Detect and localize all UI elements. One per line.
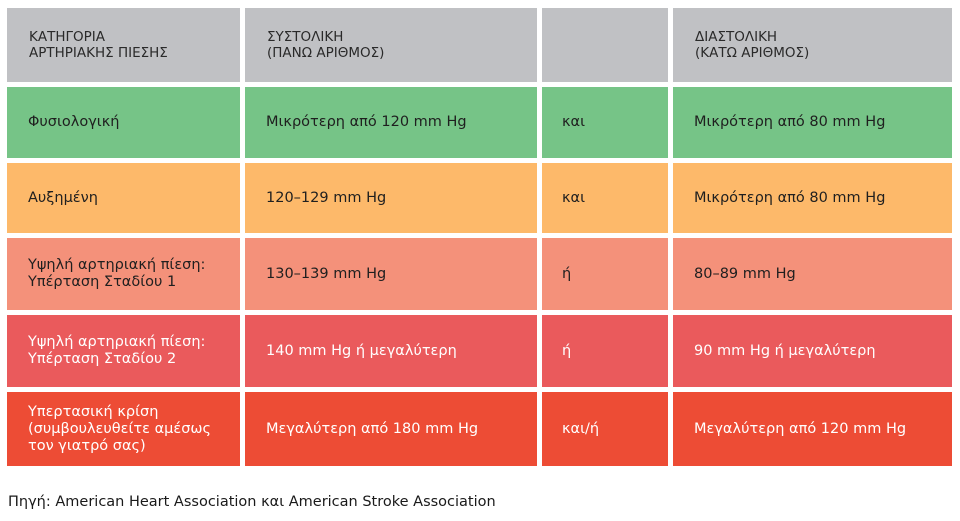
- row-stage1-diastolic: 80–89 mm Hg: [673, 238, 952, 310]
- header-text: ΔΙΑΣΤΟΛΙΚΗ: [695, 29, 778, 45]
- cell-text: Αυξημένη: [28, 189, 98, 206]
- row-stage1-connector: ή: [542, 238, 668, 310]
- row-stage2-diastolic: 90 mm Hg ή μεγαλύτερη: [673, 315, 952, 387]
- row-crisis-systolic: Μεγαλύτερη από 180 mm Hg: [245, 392, 537, 466]
- header-text: ΣΥΣΤΟΛΙΚΗ: [267, 29, 344, 45]
- source-note: Πηγή: American Heart Association και Ame…: [8, 494, 496, 510]
- row-stage1-systolic: 130–139 mm Hg: [245, 238, 537, 310]
- header-diastolic: ΔΙΑΣΤΟΛΙΚΗ (ΚΑΤΩ ΑΡΙΘΜΟΣ): [673, 8, 952, 82]
- header-text: (ΠΑΝΩ ΑΡΙΘΜΟΣ): [267, 45, 385, 61]
- row-stage2-category: Υψηλή αρτηριακή πίεση: Υπέρταση Σταδίου 2: [7, 315, 240, 387]
- row-elevated-connector: και: [542, 163, 668, 233]
- row-elevated-diastolic: Μικρότερη από 80 mm Hg: [673, 163, 952, 233]
- header-systolic: ΣΥΣΤΟΛΙΚΗ (ΠΑΝΩ ΑΡΙΘΜΟΣ): [245, 8, 537, 82]
- row-stage1-category: Υψηλή αρτηριακή πίεση: Υπέρταση Σταδίου 1: [7, 238, 240, 310]
- row-normal-systolic: Μικρότερη από 120 mm Hg: [245, 87, 537, 158]
- cell-text: (συμβουλευθείτε αμέσως: [28, 420, 212, 437]
- row-normal-diastolic: Μικρότερη από 80 mm Hg: [673, 87, 952, 158]
- row-crisis-connector: και/ή: [542, 392, 668, 466]
- cell-text: Φυσιολογική: [28, 114, 120, 130]
- row-normal-category: Φυσιολογική: [7, 87, 240, 158]
- row-crisis-diastolic: Μεγαλύτερη από 120 mm Hg: [673, 392, 952, 466]
- cell-text: Υπερτασική κρίση: [28, 403, 159, 420]
- cell-text: Υπέρταση Σταδίου 1: [28, 274, 177, 290]
- row-elevated-category: Αυξημένη: [7, 163, 240, 233]
- row-elevated-systolic: 120–129 mm Hg: [245, 163, 537, 233]
- cell-text: Υπέρταση Σταδίου 2: [28, 351, 177, 367]
- cell-text: τον γιατρό σας): [28, 437, 146, 454]
- row-stage2-connector: ή: [542, 315, 668, 387]
- header-text: ΚΑΤΗΓΟΡΙΑ: [29, 29, 105, 45]
- header-text: (ΚΑΤΩ ΑΡΙΘΜΟΣ): [695, 45, 810, 61]
- cell-text: Υψηλή αρτηριακή πίεση:: [28, 257, 206, 273]
- cell-text: Υψηλή αρτηριακή πίεση:: [28, 334, 206, 350]
- row-normal-connector: και: [542, 87, 668, 158]
- row-stage2-systolic: 140 mm Hg ή μεγαλύτερη: [245, 315, 537, 387]
- header-category: ΚΑΤΗΓΟΡΙΑ ΑΡΤΗΡΙΑΚΗΣ ΠΙΕΣΗΣ: [7, 8, 240, 82]
- row-crisis-category: Υπερτασική κρίση (συμβουλευθείτε αμέσως το…: [7, 392, 240, 466]
- blood-pressure-table: ΚΑΤΗΓΟΡΙΑ ΑΡΤΗΡΙΑΚΗΣ ΠΙΕΣΗΣ ΣΥΣΤΟΛΙΚΗ (ΠΑΝ…: [7, 8, 952, 466]
- header-connector: [542, 8, 668, 82]
- header-text: ΑΡΤΗΡΙΑΚΗΣ ΠΙΕΣΗΣ: [29, 45, 168, 61]
